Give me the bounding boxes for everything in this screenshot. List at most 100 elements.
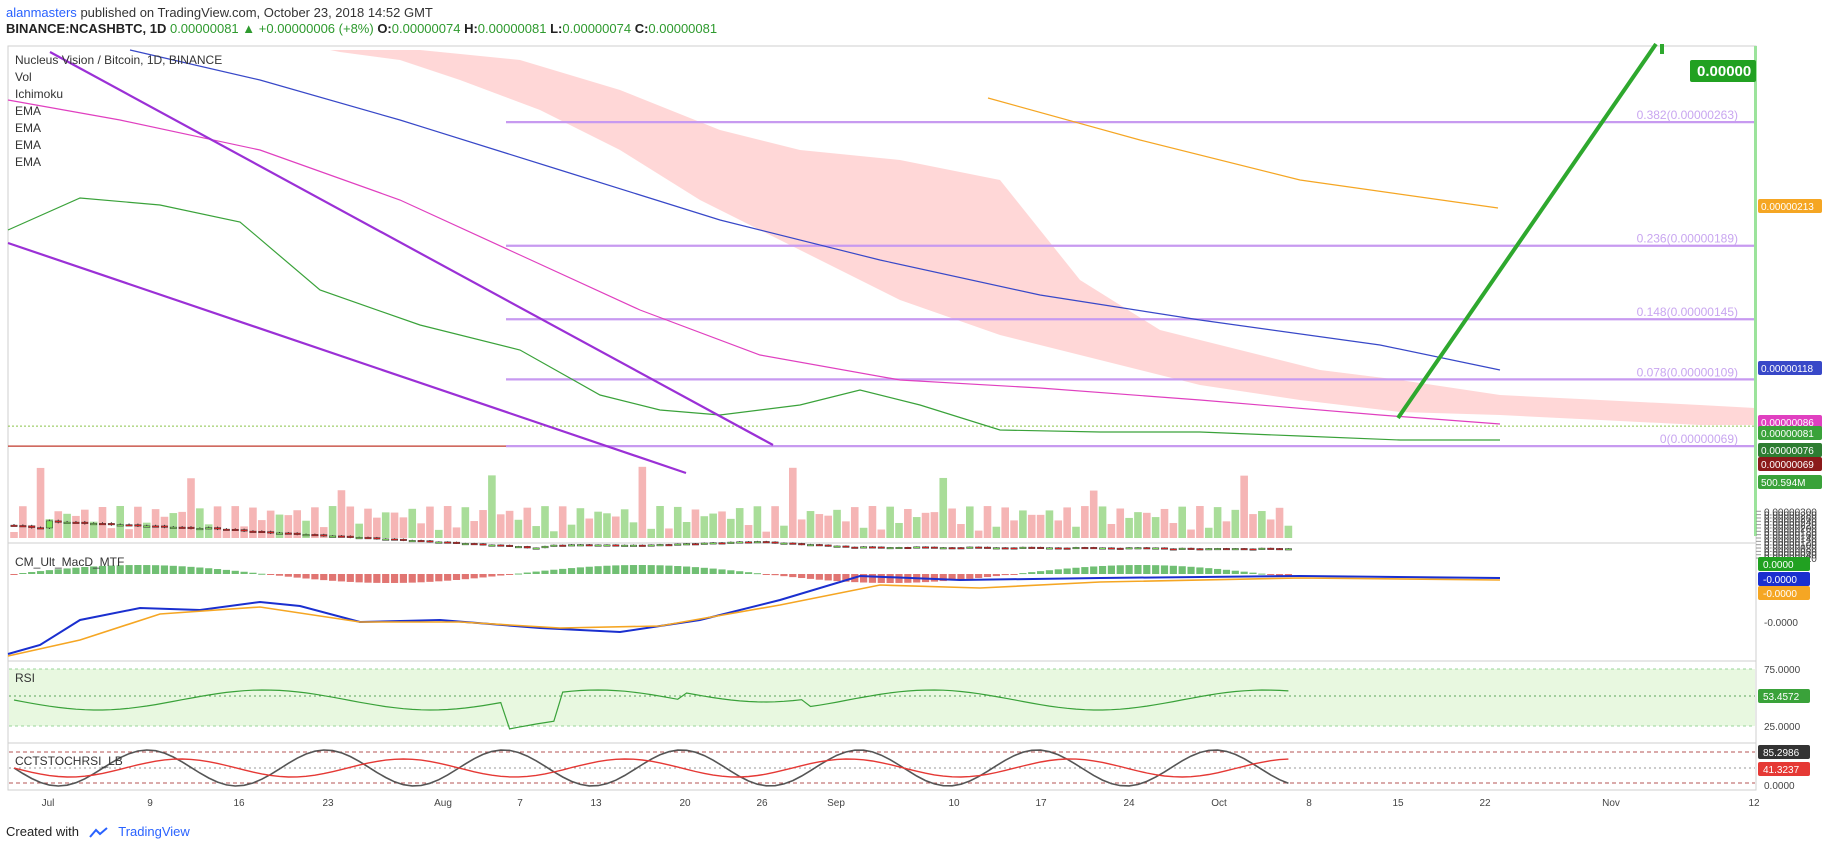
volume-bar xyxy=(364,508,372,538)
volume-bar xyxy=(842,521,850,538)
volume-bar xyxy=(1284,525,1293,538)
candle-body xyxy=(877,546,885,549)
candle-body xyxy=(1107,547,1115,550)
low-label: L: xyxy=(550,21,563,36)
candle-body xyxy=(621,544,629,547)
legend-ema-1[interactable]: EMA xyxy=(15,104,41,118)
chart-canvas[interactable]: 0.382(0.00000263) 0.236(0.00000189) 0.148(… xyxy=(0,0,1828,820)
last-price: 0.00000081 xyxy=(169,21,239,36)
candle-body xyxy=(161,525,168,528)
volume-bar xyxy=(187,478,195,538)
author-link[interactable]: alanmasters xyxy=(6,5,77,20)
candle-body xyxy=(1037,546,1045,549)
candle-body xyxy=(798,543,806,546)
macd-histogram-bar xyxy=(320,574,328,581)
candle-body xyxy=(81,521,89,524)
candle-body xyxy=(1054,547,1062,550)
created-with-label: Created with xyxy=(6,824,79,839)
volume-bar xyxy=(850,507,859,538)
volume-bar xyxy=(673,506,682,538)
candle-body xyxy=(851,546,859,549)
candle-body xyxy=(736,541,744,544)
volume-bar xyxy=(19,506,27,538)
candle-body xyxy=(789,542,797,545)
candle-body xyxy=(550,544,558,547)
candle-body xyxy=(1161,547,1168,550)
macd-histogram-bar xyxy=(249,572,257,574)
macd-histogram-bar xyxy=(621,565,629,574)
volume-bar xyxy=(337,490,346,538)
macd-histogram-bar xyxy=(550,569,558,574)
close-label: C: xyxy=(634,21,649,36)
volume-bar xyxy=(125,529,133,538)
macd-histogram-bar xyxy=(364,574,372,583)
volume-bar xyxy=(1089,490,1098,538)
candle-body xyxy=(152,525,160,528)
macd-histogram-bar xyxy=(559,568,567,574)
macd-histogram-bar xyxy=(382,574,390,583)
candle-body xyxy=(842,545,850,548)
candle-body xyxy=(249,530,257,533)
price-badge xyxy=(1758,426,1822,440)
volume-bar xyxy=(381,512,390,538)
macd-histogram-bar xyxy=(417,574,425,583)
volume-bar xyxy=(1063,507,1071,538)
main-pane[interactable] xyxy=(7,45,1757,544)
macd-histogram-bar xyxy=(798,574,806,579)
macd-histogram-bar xyxy=(514,573,523,575)
volume-bar xyxy=(868,506,877,538)
macd-histogram-bar xyxy=(302,574,310,579)
legend-ema-4[interactable]: EMA xyxy=(15,155,41,169)
legend-ichimoku[interactable]: Ichimoku xyxy=(15,87,63,101)
macd-histogram-bar xyxy=(966,574,974,579)
volume-bar xyxy=(576,508,585,538)
candle-body xyxy=(1010,547,1018,550)
candle-body xyxy=(568,544,575,547)
macd-histogram-bar xyxy=(107,565,115,574)
volume-bar xyxy=(1151,517,1160,538)
volume-bar xyxy=(700,516,709,538)
volume-bar xyxy=(1213,507,1222,538)
legend-vol[interactable]: Vol xyxy=(15,70,32,84)
macd-histogram-bar xyxy=(683,566,691,574)
macd-histogram-bar xyxy=(736,571,744,574)
volume-bar xyxy=(638,466,647,538)
price-badge-label: 0.00000081 xyxy=(1761,429,1814,440)
macd-pane[interactable] xyxy=(7,542,1757,662)
volume-bar xyxy=(284,515,293,538)
legend-ema-2[interactable]: EMA xyxy=(15,121,41,135)
macd-histogram-bar xyxy=(1258,573,1266,575)
macd-histogram-bar xyxy=(1267,574,1275,575)
legend-ema-3[interactable]: EMA xyxy=(15,138,41,152)
tradingview-link[interactable]: TradingView xyxy=(118,824,190,839)
candle-body xyxy=(612,544,620,547)
candle-body xyxy=(196,528,204,531)
candle-body xyxy=(886,547,894,550)
candle-body xyxy=(479,543,487,546)
volume-bar xyxy=(293,510,301,538)
volume-bar xyxy=(346,506,355,538)
rsi-line xyxy=(13,689,1289,730)
candle-body xyxy=(240,529,248,532)
candle-body xyxy=(745,541,752,544)
volume-bar xyxy=(753,506,762,538)
macd-histogram-bar xyxy=(479,574,487,578)
macd-histogram-bar xyxy=(957,574,965,580)
publish-header: alanmasters published on TradingView.com… xyxy=(6,4,433,21)
macd-histogram-bar xyxy=(488,574,496,577)
volume-bar xyxy=(789,467,797,538)
volume-bar xyxy=(240,526,248,538)
macd-histogram-bar xyxy=(390,574,399,583)
macd-histogram-bar xyxy=(90,566,98,574)
fib-level-label: 0.236(0.00000189) xyxy=(1637,232,1738,246)
volume-bar xyxy=(567,524,576,538)
candle-body xyxy=(727,541,735,544)
candle-body xyxy=(957,547,965,550)
candle-body xyxy=(1063,547,1071,550)
candle-body xyxy=(948,547,956,550)
volume-bar xyxy=(691,509,700,538)
macd-histogram-bar xyxy=(1187,566,1195,574)
volume-bar xyxy=(1054,520,1063,538)
volume-bar xyxy=(1081,506,1089,538)
volume-bar xyxy=(435,529,443,538)
